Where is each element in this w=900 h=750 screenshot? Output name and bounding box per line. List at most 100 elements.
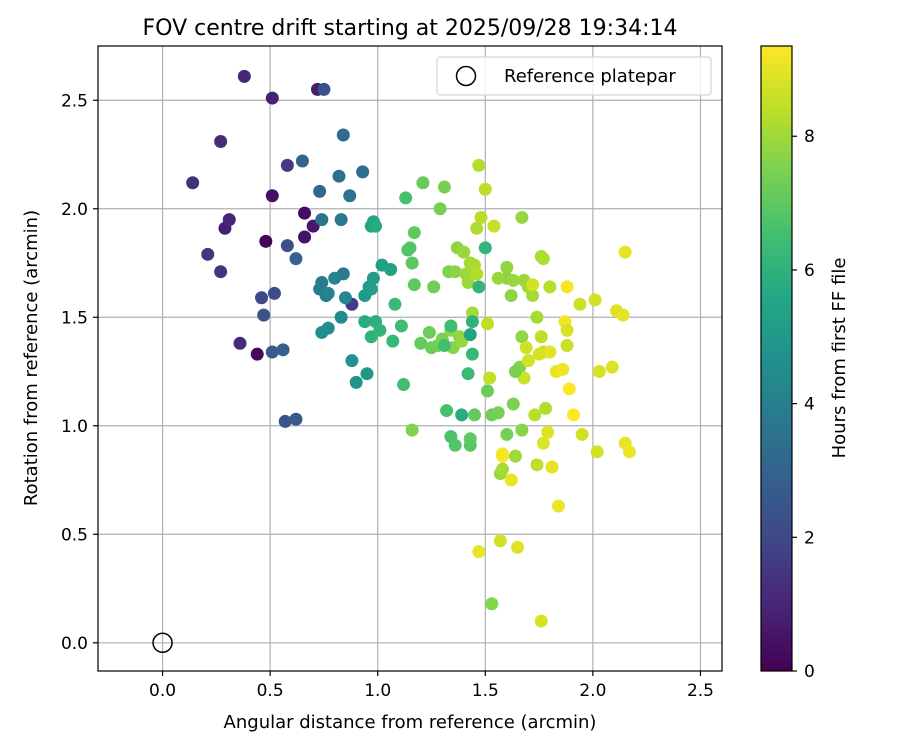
data-point [356, 165, 370, 179]
colorbar-tick-label: 6 [804, 261, 815, 281]
colorbar-gradient [760, 45, 793, 672]
data-point [321, 286, 335, 300]
data-point [455, 408, 469, 422]
data-point [461, 276, 475, 290]
data-point [384, 263, 398, 277]
colorbar-tick-label: 0 [804, 662, 815, 682]
data-point [485, 597, 499, 611]
data-point [472, 280, 486, 294]
data-point [515, 210, 529, 224]
data-point [313, 184, 327, 198]
data-point [480, 384, 494, 398]
data-point [334, 310, 348, 324]
data-point [457, 245, 471, 259]
data-point [560, 338, 574, 352]
x-tick-label: 0.0 [149, 681, 176, 701]
data-point [506, 273, 520, 287]
data-point [472, 158, 486, 172]
x-tick-label: 2.5 [687, 681, 714, 701]
grid-lines [98, 46, 722, 671]
data-point [560, 323, 574, 337]
data-point [336, 128, 350, 142]
data-point [448, 265, 462, 279]
colorbar-label: Hours from first FF file [829, 258, 850, 459]
data-point [201, 247, 215, 261]
data-point [214, 265, 228, 279]
data-point [265, 91, 279, 105]
data-point [422, 325, 436, 339]
data-point [237, 69, 251, 83]
data-point [470, 267, 484, 281]
data-point [315, 325, 329, 339]
data-point [504, 473, 518, 487]
colorbar-tick-label: 4 [804, 395, 815, 415]
data-point [541, 425, 555, 439]
data-point [186, 176, 200, 190]
data-point [493, 534, 507, 548]
data-points [186, 69, 636, 628]
data-point [437, 338, 451, 352]
data-point [358, 315, 372, 329]
data-point [528, 408, 542, 422]
data-point [543, 345, 557, 359]
y-tick-label: 1.0 [61, 417, 88, 437]
data-point [338, 291, 352, 305]
data-point [470, 221, 484, 235]
data-point [298, 206, 312, 220]
y-tick-label: 0.0 [61, 634, 88, 654]
data-point [250, 347, 264, 361]
data-point [496, 462, 510, 476]
data-point [280, 239, 294, 253]
data-point [590, 445, 604, 459]
data-point [414, 336, 428, 350]
data-point [465, 347, 479, 361]
x-tick-label: 1.0 [364, 681, 391, 701]
data-point [526, 289, 540, 303]
data-point [405, 256, 419, 270]
data-point [534, 330, 548, 344]
data-point [276, 343, 290, 357]
data-point [463, 432, 477, 446]
data-point [616, 308, 630, 322]
data-point [539, 401, 553, 415]
data-point [472, 545, 486, 559]
data-point [289, 252, 303, 266]
data-point [298, 230, 312, 244]
data-point [530, 310, 544, 324]
data-point [289, 412, 303, 426]
data-point [618, 245, 632, 259]
data-point [444, 319, 458, 333]
data-point [465, 315, 479, 329]
colorbar-tick-label: 2 [804, 528, 815, 548]
data-point [427, 280, 441, 294]
data-point [545, 460, 559, 474]
chart-title: FOV centre drift starting at 2025/09/28 … [143, 16, 678, 41]
data-point [506, 397, 520, 411]
data-point [265, 189, 279, 203]
y-axis-label: Rotation from reference (arcmin) [21, 210, 42, 506]
data-point [366, 271, 380, 285]
x-tick-label: 2.0 [579, 681, 606, 701]
data-point [360, 367, 374, 381]
data-point [407, 278, 421, 292]
data-point [468, 408, 482, 422]
data-point [440, 404, 454, 418]
data-point [519, 341, 533, 355]
data-point [560, 280, 574, 294]
data-point [474, 210, 488, 224]
data-point [508, 449, 522, 463]
data-point [487, 219, 501, 233]
data-point [265, 345, 279, 359]
data-point [388, 297, 402, 311]
data-point [463, 328, 477, 342]
data-point [437, 180, 451, 194]
data-point [257, 308, 271, 322]
data-point [500, 427, 514, 441]
data-point [521, 354, 535, 368]
y-axis-ticks: 0.0 0.5 1.0 1.5 2.0 2.5 [61, 91, 98, 654]
data-point [448, 438, 462, 452]
data-point [267, 286, 281, 300]
data-point [534, 614, 548, 628]
data-point [526, 278, 540, 292]
